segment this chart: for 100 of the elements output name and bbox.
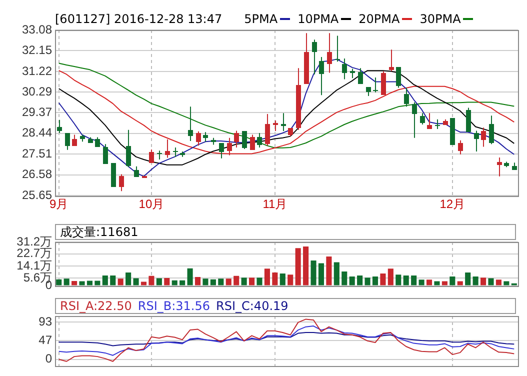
bar — [396, 274, 402, 286]
candlestick — [126, 129, 131, 168]
bar — [303, 246, 309, 286]
candlestick — [427, 112, 432, 129]
candlestick — [450, 118, 455, 145]
candlestick — [481, 127, 486, 148]
bar — [148, 276, 154, 286]
candlestick — [188, 106, 193, 142]
text: RSI_A:22.50 — [60, 299, 132, 313]
y-tick-label: 47 — [38, 332, 52, 347]
candlestick — [234, 130, 239, 148]
x-tick-label: 11月 — [262, 197, 288, 212]
bar — [403, 276, 409, 286]
candlestick — [157, 150, 162, 160]
bar — [79, 281, 85, 286]
candlestick — [119, 174, 124, 192]
bar — [226, 278, 232, 286]
bar — [357, 276, 363, 286]
bar — [310, 260, 316, 286]
bar — [133, 278, 139, 286]
candlestick — [219, 143, 224, 159]
bar — [280, 273, 286, 286]
legend-label: 5PMA — [244, 12, 278, 26]
bar — [126, 272, 132, 286]
bar — [349, 276, 355, 286]
y-tick-label: 14.1万 — [16, 258, 52, 272]
y-tick-label: 29.37 — [22, 105, 52, 119]
bar — [56, 279, 62, 286]
bar — [172, 280, 178, 286]
candlestick — [257, 132, 262, 148]
candlestick — [319, 56, 324, 96]
bar — [496, 280, 502, 286]
candlestick — [404, 87, 409, 108]
candlestick — [173, 146, 178, 158]
bar — [488, 278, 494, 286]
candlestick — [265, 114, 270, 146]
candlestick — [273, 120, 278, 132]
candlestick — [95, 136, 100, 147]
x-tick-label: 10月 — [138, 197, 164, 212]
candlestick — [512, 162, 517, 170]
bar — [342, 271, 348, 286]
bar — [218, 278, 224, 286]
bar — [234, 276, 240, 286]
bar — [202, 278, 208, 286]
candlestick — [366, 87, 371, 96]
bar — [442, 281, 448, 286]
candlestick — [288, 128, 293, 137]
candlestick — [57, 119, 62, 134]
bar — [364, 278, 370, 286]
bar — [295, 248, 301, 286]
candlestick — [296, 68, 301, 130]
bar — [102, 276, 108, 286]
y-tick-label: 30.29 — [22, 84, 52, 98]
candlestick — [497, 156, 502, 177]
candlestick — [134, 166, 139, 177]
chart-title: [601127] 2016-12-28 13:47 — [55, 12, 222, 26]
bar — [110, 276, 116, 286]
candlestick — [72, 134, 77, 146]
candlestick — [389, 49, 394, 72]
candlestick — [65, 133, 70, 150]
text: RSI_B:31.56 — [138, 299, 210, 313]
y-tick-label: 31.22 — [22, 64, 52, 78]
bar — [241, 278, 247, 286]
bar — [248, 278, 255, 286]
bar — [434, 281, 440, 286]
bar — [504, 281, 510, 286]
candlestick — [381, 70, 386, 95]
y-tick-label: 22.7万 — [16, 246, 52, 260]
candlestick — [180, 150, 185, 158]
bar — [372, 276, 378, 286]
bar — [326, 256, 332, 286]
bar — [180, 280, 186, 286]
bar — [457, 281, 463, 286]
y-tick-label: 32.15 — [22, 43, 52, 58]
series-label: RSI_C:40.19 — [216, 299, 288, 313]
legend-label: 20PMA — [358, 12, 400, 26]
y-tick-label: 27.51 — [22, 146, 52, 160]
bar — [450, 276, 456, 286]
bar — [164, 278, 170, 286]
legend-label: 10PMA — [298, 12, 339, 26]
bar — [418, 280, 424, 286]
bar — [256, 278, 262, 286]
bar — [426, 280, 432, 286]
bar — [388, 268, 394, 286]
bar — [264, 268, 270, 286]
candlestick — [242, 131, 247, 150]
candlestick — [227, 137, 232, 156]
y-tick-label: 33.08 — [22, 22, 52, 36]
y-tick-label: 0 — [45, 352, 52, 366]
bar — [156, 278, 162, 286]
bar — [194, 276, 201, 286]
bar — [465, 272, 471, 286]
bar — [272, 272, 278, 286]
bar — [334, 262, 340, 286]
candlestick — [342, 58, 347, 80]
candlestick — [281, 112, 286, 132]
y-tick-label: 28.44 — [22, 126, 52, 140]
legend-label: 30PMA — [420, 12, 461, 26]
candlestick — [420, 112, 425, 125]
candlestick — [458, 140, 463, 155]
